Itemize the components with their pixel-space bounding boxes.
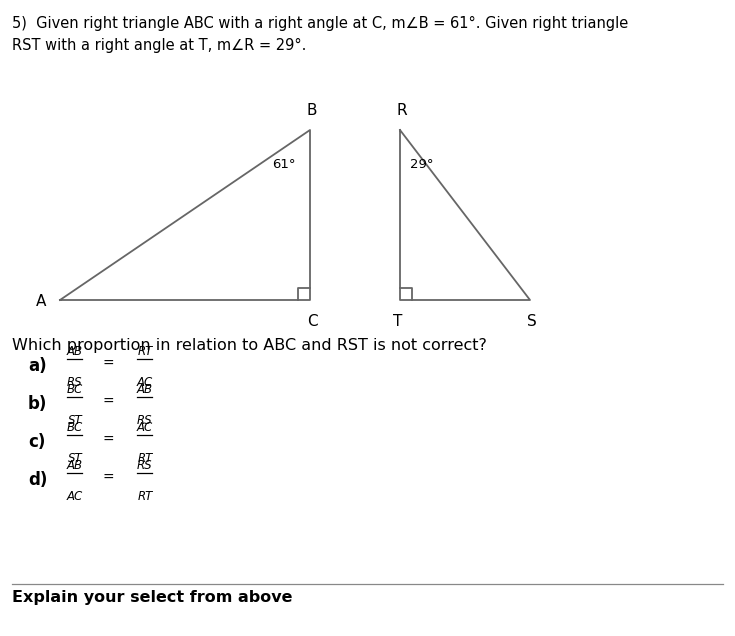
Text: RT: RT [137,345,153,358]
Text: =: = [102,357,114,371]
Text: RS: RS [137,414,153,427]
Text: AC: AC [67,490,83,503]
Text: 29°: 29° [410,158,434,171]
Text: ST: ST [68,452,82,465]
Text: Which proportion in relation to ABC and RST is not correct?: Which proportion in relation to ABC and … [12,338,487,353]
Text: B: B [306,103,318,118]
Text: A: A [35,294,46,310]
Text: d): d) [28,471,47,489]
Text: AB: AB [67,459,83,472]
Text: 61°: 61° [272,158,295,171]
Text: =: = [102,395,114,409]
Text: S: S [527,314,537,329]
Text: RT: RT [137,490,153,503]
Text: a): a) [28,357,46,375]
Text: BC: BC [67,383,83,396]
Text: RS: RS [67,376,83,389]
Text: R: R [397,103,407,118]
Text: =: = [102,471,114,485]
Text: ST: ST [68,414,82,427]
Text: b): b) [28,395,47,413]
Text: RS: RS [137,459,153,472]
Text: T: T [393,314,403,329]
Text: AB: AB [137,383,153,396]
Text: c): c) [28,433,46,451]
Text: AC: AC [137,376,153,389]
Text: Explain your select from above: Explain your select from above [12,590,293,605]
Text: AB: AB [67,345,83,358]
Text: BC: BC [67,421,83,434]
Text: RST with a right angle at T, m∠R = 29°.: RST with a right angle at T, m∠R = 29°. [12,38,306,53]
Text: =: = [102,433,114,447]
Text: AC: AC [137,421,153,434]
Text: RT: RT [137,452,153,465]
Text: C: C [306,314,318,329]
Text: 5)  Given right triangle ABC with a right angle at C, m∠B = 61°. Given right tri: 5) Given right triangle ABC with a right… [12,16,628,31]
